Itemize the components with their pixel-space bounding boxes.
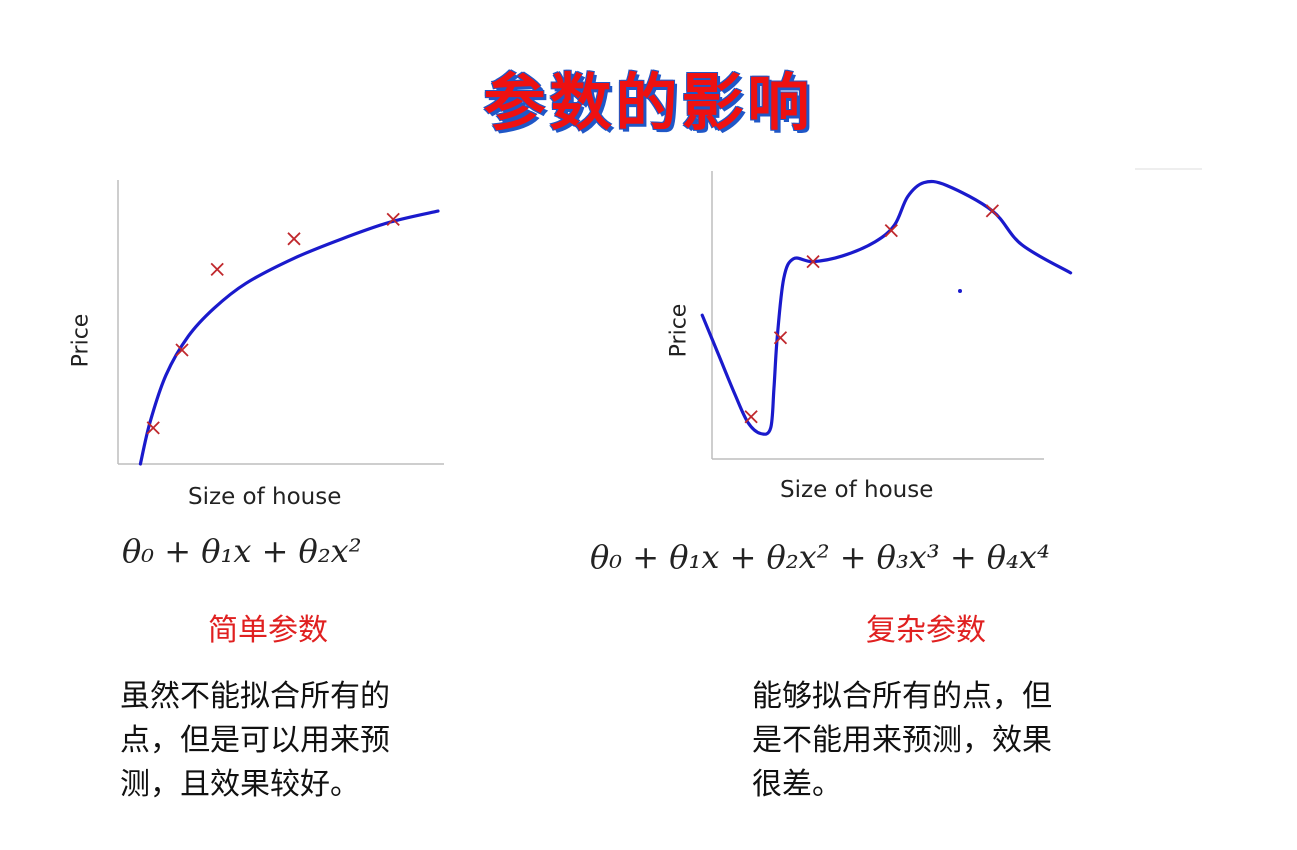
right-description: 能够拟合所有的点，但 是不能用来预测，效果 很差。 <box>752 675 1052 807</box>
right-description-line: 很差。 <box>752 767 842 802</box>
left-fit-curve <box>138 209 440 466</box>
left-data-point <box>386 212 400 226</box>
right-chart <box>700 168 1202 460</box>
right-subtitle: 复杂参数 <box>866 613 986 648</box>
left-x-axis-label: Size of house <box>188 484 342 510</box>
right-x-axis-label: Size of house <box>780 477 934 503</box>
left-description: 虽然不能拟合所有的 点，但是可以用来预 测，且效果较好。 <box>120 675 390 807</box>
right-stray-dot <box>958 289 962 293</box>
right-data-point <box>985 204 999 218</box>
right-data-point <box>773 331 788 345</box>
left-chart <box>117 180 444 466</box>
right-data-point <box>806 254 820 269</box>
left-description-line: 虽然不能拟合所有的 <box>120 679 390 714</box>
right-y-axis-label: Price <box>666 303 692 358</box>
left-y-axis-label: Price <box>68 313 94 368</box>
right-formula: θ₀ + θ₁x + θ₂x² + θ₃x³ + θ₄x⁴ <box>590 538 1050 576</box>
left-description-line: 测，且效果较好。 <box>120 767 360 802</box>
right-data-point <box>884 223 898 238</box>
left-data-point <box>175 343 189 357</box>
left-data-point <box>210 262 224 277</box>
left-formula: θ₀ + θ₁x + θ₂x² <box>122 532 362 570</box>
right-description-line: 是不能用来预测，效果 <box>752 723 1052 758</box>
slide-title: 参数的影响 <box>483 66 814 139</box>
left-description-line: 点，但是可以用来预 <box>120 723 390 758</box>
left-subtitle: 简单参数 <box>208 613 328 648</box>
right-fit-curve <box>700 179 1073 436</box>
right-data-point <box>744 410 758 424</box>
left-data-point <box>146 421 160 435</box>
left-data-point <box>287 232 301 246</box>
right-description-line: 能够拟合所有的点，但 <box>752 679 1052 714</box>
